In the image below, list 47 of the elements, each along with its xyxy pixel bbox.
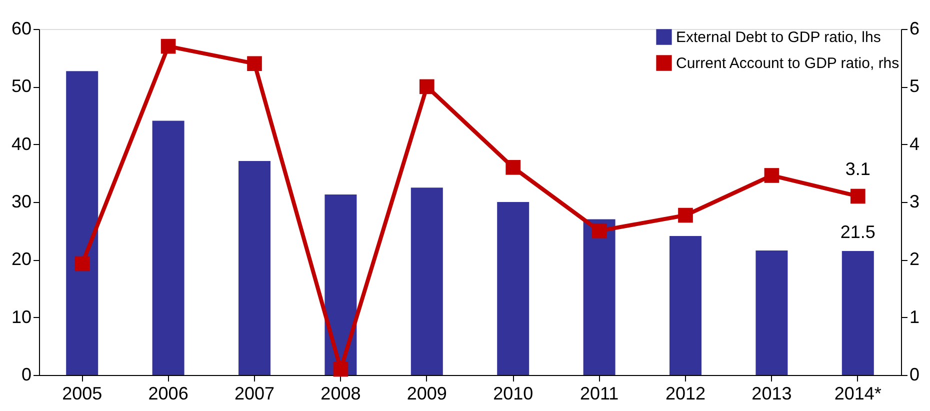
y-tick-label: 40 bbox=[11, 134, 32, 154]
y2-tick-label: 4 bbox=[910, 134, 920, 154]
bar bbox=[497, 202, 530, 375]
y2-tick-label: 2 bbox=[910, 249, 920, 270]
point bbox=[74, 256, 90, 272]
x-tick-label: 2007 bbox=[234, 384, 275, 404]
point bbox=[764, 168, 780, 183]
y2-tick-label: 6 bbox=[910, 18, 920, 38]
x-tick-label: 2010 bbox=[493, 384, 534, 404]
y-tick-label: 50 bbox=[11, 76, 32, 96]
x-tick-label: 2008 bbox=[320, 384, 361, 404]
bar bbox=[756, 250, 788, 375]
x-tick-label: 2011 bbox=[580, 384, 619, 404]
x-tick-label: 2009 bbox=[406, 384, 447, 404]
y-tick-label: 30 bbox=[11, 192, 32, 212]
x-tick-label: 2014* bbox=[834, 384, 882, 404]
bar bbox=[670, 236, 702, 375]
point bbox=[160, 38, 176, 54]
point bbox=[592, 223, 607, 238]
x-tick-label: 2013 bbox=[752, 384, 792, 404]
y-tick-label: 60 bbox=[11, 18, 32, 38]
y-tick-label: 0 bbox=[21, 364, 32, 384]
y2-tick-label: 0 bbox=[910, 364, 920, 384]
data-label: 3.1 bbox=[845, 159, 870, 180]
y-tick-label: 10 bbox=[11, 306, 32, 327]
point bbox=[247, 56, 262, 72]
y2-tick-label: 3 bbox=[910, 192, 920, 212]
bar bbox=[66, 71, 98, 375]
point bbox=[850, 188, 866, 204]
point bbox=[333, 362, 348, 377]
y2-tick-label: 1 bbox=[910, 306, 920, 327]
bar bbox=[842, 251, 874, 375]
x-tick-label: 2006 bbox=[148, 384, 188, 404]
legend-label: External Debt to GDP ratio, lhs bbox=[676, 29, 881, 46]
bar bbox=[583, 219, 616, 375]
bar bbox=[152, 120, 184, 375]
bar bbox=[410, 188, 443, 375]
y2-tick-label: 5 bbox=[910, 76, 920, 96]
point bbox=[419, 79, 434, 94]
x-tick-label: 2005 bbox=[62, 384, 102, 404]
bar bbox=[238, 161, 270, 375]
data-label: 21.5 bbox=[840, 222, 876, 242]
y-tick-label: 20 bbox=[11, 249, 32, 270]
legend-label: Current Account to GDP ratio, rhs bbox=[676, 55, 900, 72]
point bbox=[506, 160, 521, 175]
point bbox=[678, 208, 693, 223]
x-tick-label: 2012 bbox=[665, 384, 706, 404]
